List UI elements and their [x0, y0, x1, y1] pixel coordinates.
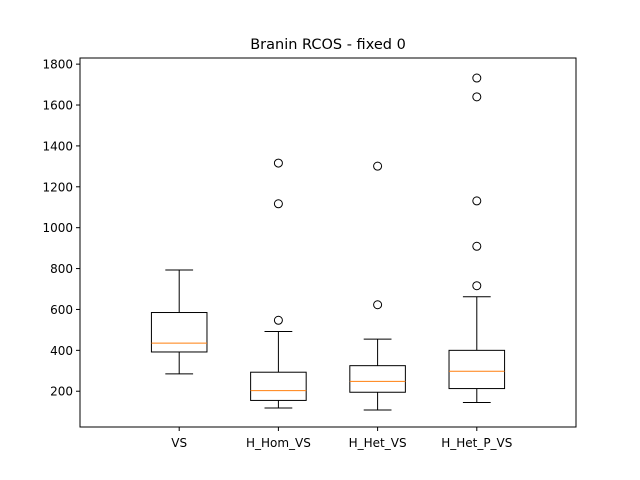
y-tick-label: 600	[50, 303, 73, 317]
outlier-point	[472, 73, 482, 83]
x-tick-label: H_Het_VS	[349, 436, 407, 450]
y-tick-label: 1800	[42, 58, 73, 72]
x-tick-label: H_Het_P_VS	[441, 436, 512, 450]
outlier-point	[472, 281, 482, 291]
y-tick-label: 800	[50, 262, 73, 276]
box-iqr	[250, 371, 307, 401]
y-tick-label: 1400	[42, 139, 73, 153]
plot-area: 200 400 600 800 1000 1200 1400 1600 1800 VS H_Hom_…	[42, 58, 512, 450]
y-tick-label: 1600	[42, 99, 73, 113]
outlier-point	[472, 196, 482, 206]
outlier-point	[273, 158, 283, 168]
outlier-point	[273, 315, 283, 325]
y-tick-label: 1000	[42, 221, 73, 235]
box-iqr	[150, 312, 208, 353]
x-tick-label: H_Hom_VS	[246, 436, 311, 450]
x-tick-label: VS	[171, 436, 187, 450]
plot-frame	[79, 57, 577, 428]
y-tick-label: 200	[50, 385, 73, 399]
outlier-point	[472, 241, 482, 251]
box-iqr	[448, 349, 506, 390]
outlier-point	[373, 300, 383, 310]
chart-title: Branin RCOS - fixed 0	[250, 37, 406, 53]
outlier-point	[273, 199, 283, 209]
box-iqr	[349, 365, 406, 393]
y-tick-label: 400	[50, 344, 73, 358]
outlier-point	[373, 161, 383, 171]
outlier-point	[472, 92, 482, 102]
y-tick-label: 1200	[42, 180, 73, 194]
